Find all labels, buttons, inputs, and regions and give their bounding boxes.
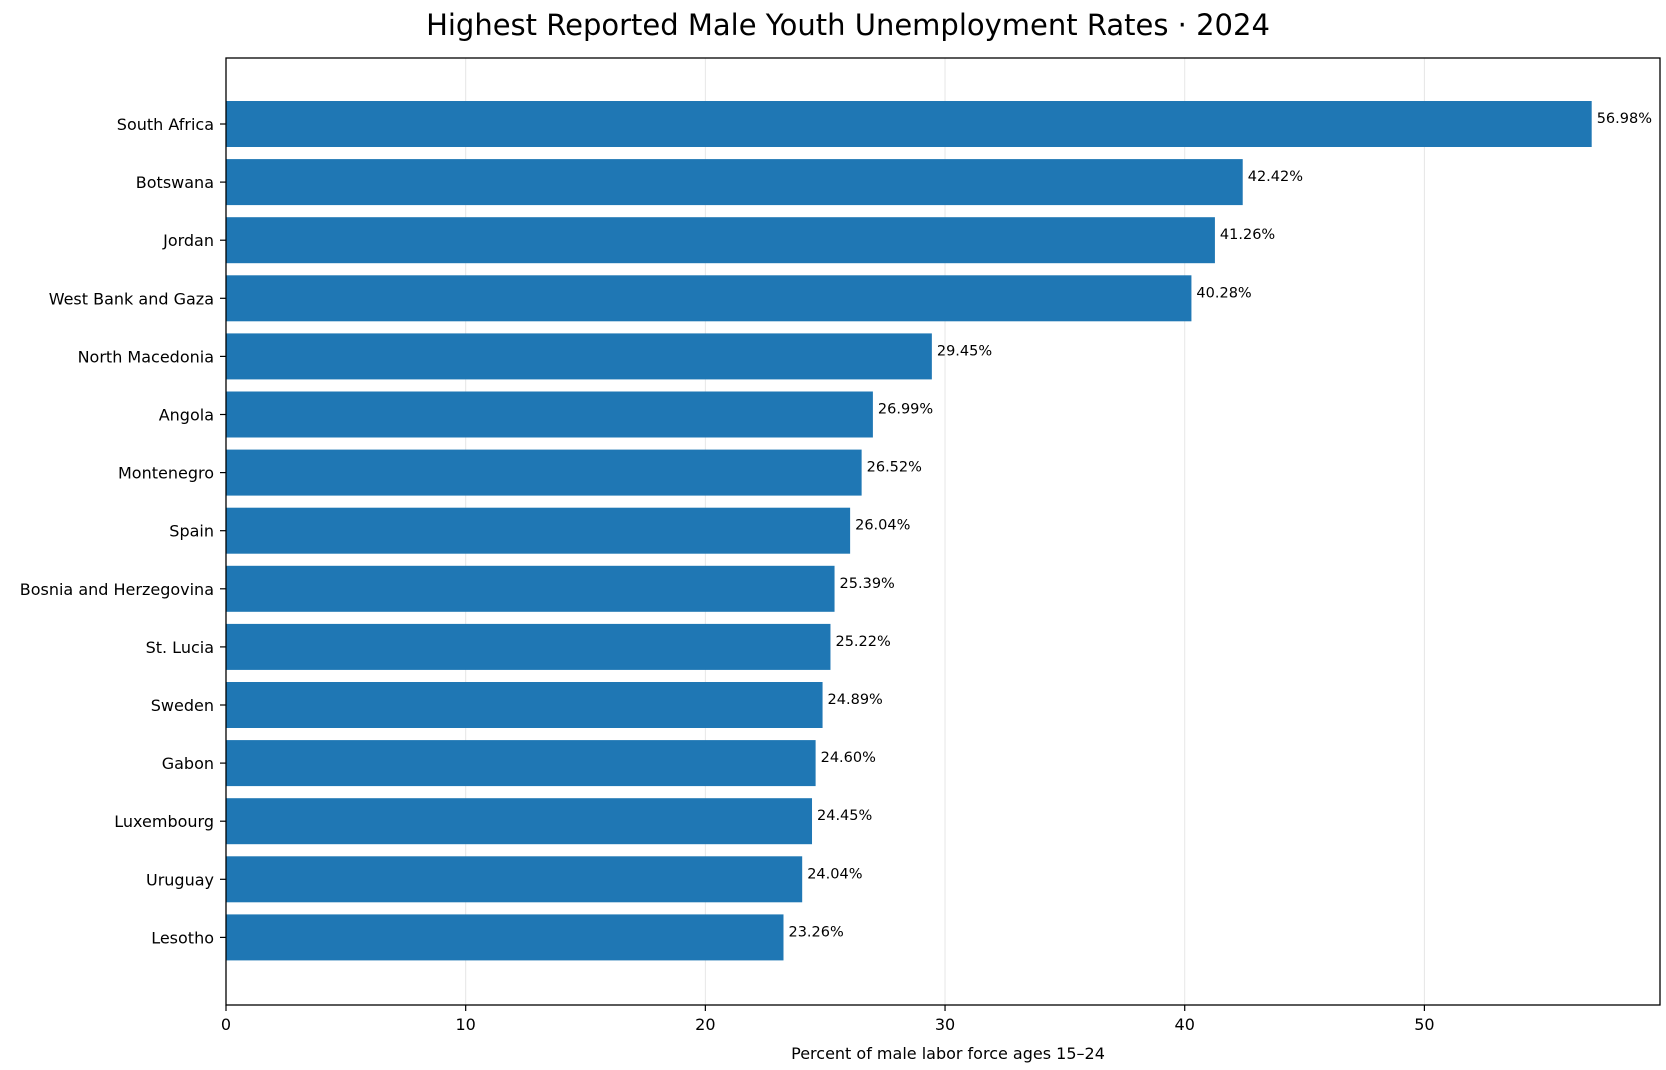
category-label: West Bank and Gaza xyxy=(49,289,214,308)
bar xyxy=(226,682,823,728)
value-label: 42.42% xyxy=(1248,169,1303,185)
value-label: 25.22% xyxy=(835,634,890,650)
x-tick-label: 20 xyxy=(695,1015,715,1034)
category-labels: South Africa Botswana Jordan West Bank and … xyxy=(20,115,226,947)
bar xyxy=(226,740,816,787)
x-tick-label: 40 xyxy=(1175,1015,1195,1034)
category-label: Angola xyxy=(159,406,214,425)
value-label: 26.04% xyxy=(855,518,910,534)
category-label: North Macedonia xyxy=(78,347,214,366)
category-label: Lesotho xyxy=(151,928,214,947)
bar xyxy=(226,275,1192,322)
category-label: Luxembourg xyxy=(114,812,214,831)
value-label: 40.28% xyxy=(1196,285,1251,301)
category-label: Sweden xyxy=(151,696,214,715)
value-label: 25.39% xyxy=(840,576,895,592)
value-label: 41.26% xyxy=(1220,227,1275,243)
category-label: Jordan xyxy=(162,231,214,250)
bar xyxy=(226,333,932,380)
value-label: 24.60% xyxy=(821,750,876,766)
bar xyxy=(226,507,851,554)
value-label: 24.45% xyxy=(817,808,872,824)
category-label: Montenegro xyxy=(118,464,214,483)
bars xyxy=(226,101,1592,961)
category-label: Botswana xyxy=(136,173,214,192)
bar xyxy=(226,914,784,961)
bar xyxy=(226,856,803,903)
value-label: 23.26% xyxy=(788,924,843,940)
value-label: 24.89% xyxy=(828,692,883,708)
value-labels: 56.98% 42.42% 41.26% 40.28% 29.45% 26.99% 26.5… xyxy=(788,111,1651,940)
category-label: Gabon xyxy=(162,754,214,773)
x-tick-label: 50 xyxy=(1414,1015,1434,1034)
bar xyxy=(226,565,835,612)
bar xyxy=(226,217,1215,264)
bar xyxy=(226,623,831,670)
category-label: Bosnia and Herzegovina xyxy=(20,580,214,599)
category-label: South Africa xyxy=(117,115,214,134)
bar xyxy=(226,391,873,438)
x-tick-label: 0 xyxy=(221,1015,231,1034)
category-label: Spain xyxy=(169,522,214,541)
bar xyxy=(226,159,1243,206)
value-label: 24.04% xyxy=(807,866,862,882)
bar xyxy=(226,101,1592,147)
x-tick-label: 30 xyxy=(935,1015,955,1034)
x-tick-label: 10 xyxy=(455,1015,475,1034)
bar xyxy=(226,798,813,845)
x-axis-ticks: 0 10 20 30 40 50 xyxy=(221,1005,1435,1034)
category-label: St. Lucia xyxy=(146,638,214,657)
value-label: 29.45% xyxy=(937,343,992,359)
bar xyxy=(226,449,862,496)
value-label: 56.98% xyxy=(1597,111,1652,127)
chart-title: Highest Reported Male Youth Unemployment… xyxy=(426,8,1270,42)
plot-frame xyxy=(225,57,1661,1006)
x-axis-label: Percent of male labor force ages 15–24 xyxy=(791,1044,1105,1063)
value-label: 26.99% xyxy=(878,402,933,418)
value-label: 26.52% xyxy=(867,460,922,476)
category-label: Uruguay xyxy=(146,870,214,889)
